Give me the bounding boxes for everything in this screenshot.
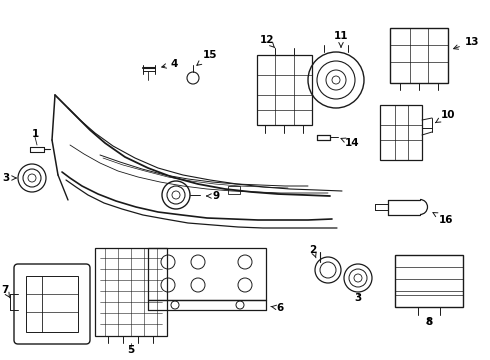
Text: 5: 5 [127,345,135,355]
Text: 9: 9 [207,191,220,201]
Text: 10: 10 [436,110,455,123]
Text: 16: 16 [433,212,453,225]
Text: 7: 7 [1,285,10,298]
Bar [148,248,266,300]
Text: 14: 14 [341,138,359,148]
Text: 8: 8 [425,317,433,327]
Text: 12: 12 [260,35,275,48]
Bar [395,255,463,307]
Text: 4: 4 [162,59,178,69]
Text: 13: 13 [454,37,479,49]
Text: 1: 1 [31,129,39,139]
Bar [228,186,240,194]
Text: 6: 6 [271,303,284,313]
Bar [257,55,312,125]
Bar [390,28,448,83]
Bar [26,276,78,332]
Text: 3: 3 [354,293,362,303]
Text: 2: 2 [309,245,317,258]
Text: 11: 11 [334,31,348,47]
Text: 15: 15 [197,50,217,65]
Text: 3: 3 [2,173,16,183]
Bar [380,105,422,160]
Bar [95,248,167,336]
